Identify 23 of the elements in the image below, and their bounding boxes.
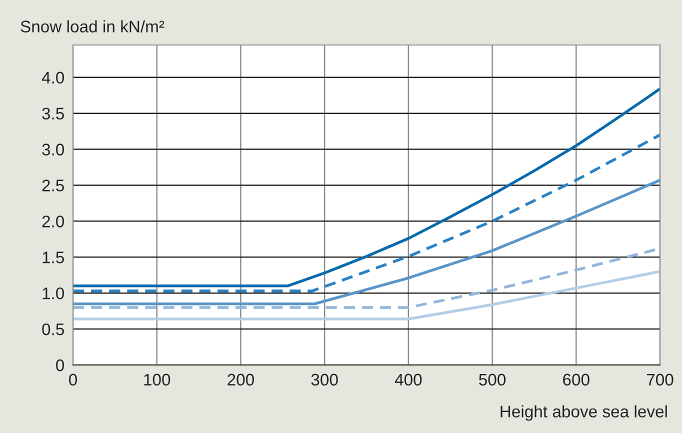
y-tick-label: 2.0	[42, 216, 64, 228]
y-axis-title: Snow load in kN/m²	[20, 20, 164, 32]
line-series	[73, 270, 660, 320]
y-tick-label: 3.5	[42, 108, 64, 120]
x-tick-label: 200	[228, 374, 254, 386]
x-tick-label: 0	[69, 374, 77, 386]
x-tick-label: 100	[144, 374, 170, 386]
line-series	[73, 178, 660, 306]
line-series	[73, 87, 660, 288]
x-tick-label: 500	[479, 374, 506, 386]
y-tick-label: 2.5	[42, 180, 64, 192]
y-tick-label: 1.5	[42, 252, 64, 264]
x-tick-label: 300	[311, 374, 338, 386]
x-axis-title: Height above sea level	[500, 405, 667, 421]
x-tick-label: 700	[646, 374, 674, 386]
y-tick-label: 1.0	[42, 287, 64, 300]
x-tick-label: 600	[563, 374, 590, 386]
y-tick-label: 4.0	[42, 72, 64, 84]
x-tick-label: 400	[394, 374, 422, 386]
y-tick-label: 0	[56, 359, 64, 372]
line-series	[73, 134, 660, 292]
y-tick-label: 0.5	[42, 323, 64, 336]
y-tick-label: 3.0	[42, 144, 64, 156]
